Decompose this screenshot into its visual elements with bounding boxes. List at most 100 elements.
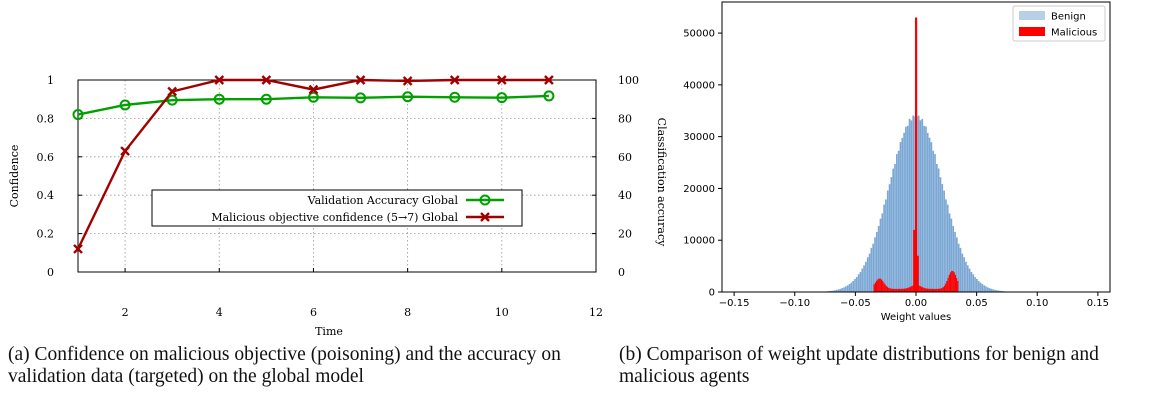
chart-b-malicious-bar-21 [899,288,901,292]
chart-b-benign-bar-63 [848,283,851,292]
chart-b-benign-bar-93 [903,132,905,292]
chart-b-malicious-bar-59 [945,283,947,292]
chart-b-xtick-label-5: 0.10 [1026,298,1048,309]
chart-b-benign-bar-75 [870,247,873,292]
chart-a-ytick-left-label-1: 0.2 [37,228,55,241]
chart-b-benign-bar-143 [994,289,996,292]
chart-b-benign-bar-65 [852,280,855,292]
chart-b-benign-bar-142 [992,289,995,292]
chart-b-malicious-bar-17 [894,288,896,292]
chart-a-legend-label-0: Validation Accuracy Global [307,194,459,207]
chart-b-benign-bar-53 [830,290,833,292]
chart-a-series-1-point-1 [120,146,130,156]
chart-a-ytick-left-label-4: 0.8 [37,112,55,125]
chart-b-legend: Benign Malicious [1012,5,1106,42]
chart-b-malicious-bar-64 [951,270,953,292]
chart-b-benign-bar-113 [939,177,942,292]
chart-b-benign-bar-141 [990,288,993,292]
chart-b-ytick-label-2: 20000 [683,184,715,195]
chart-b-malicious-bar-44 [926,288,929,292]
chart-a-legend-box [151,189,523,227]
chart-b-malicious-bar-24 [902,288,904,292]
chart-b-benign-bar-129 [968,268,971,292]
chart-b-malicious-bars [873,17,959,293]
chart-a-series-1-point-5 [308,84,319,95]
caption-a: (a) Confidence on malicious objective (p… [8,344,561,387]
chart-b-ytick-label-0: 0 [709,288,715,299]
chart-b-malicious-bar-20 [897,288,900,292]
chart-b-malicious-bar-9 [884,284,886,292]
chart-a-series-0-point-3 [213,93,225,105]
chart-a-series-0-point-5 [307,91,319,103]
chart-b-benign-bar-60 [843,287,845,292]
chart-b-benign-bar-59 [841,288,844,292]
chart-b-malicious-bar-45 [928,288,930,292]
chart-b-benign-bar-104 [923,125,925,292]
chart-b-xlabel: Weight values [881,312,952,323]
chart-b-malicious-bar-5 [879,278,881,292]
chart-b-malicious-bar-53 [937,288,940,292]
chart-b-benign-bar-128 [966,265,969,292]
chart-a-xtick-label-3: 8 [404,306,411,319]
chart-b-benign-bar-57 [837,289,840,292]
chart-a-series-line-0 [77,94,549,116]
chart-a-series-1-point-6 [355,75,366,85]
chart-a-ytick-left-label-2: 0.4 [37,189,55,202]
chart-a-ytick-right-label-4: 80 [618,112,632,125]
chart-b-benign-bar-111 [936,163,938,292]
chart-b-benign-bar-135 [979,282,982,292]
chart-b-benign-bar-109 [932,150,935,292]
chart-b-benign-bar-62 [846,285,849,292]
chart-b-benign-bar-72 [865,261,867,292]
chart-b-benign-bar-138 [985,286,987,292]
chart-b-benign-bar-73 [866,257,869,292]
chart-b-benign-bar-145 [997,290,1000,292]
chart-b-benign-bar-86 [890,177,893,292]
chart-a-series-0-point-1 [119,99,131,111]
chart-b-malicious-bar-48 [931,288,933,292]
chart-b-benign-bar-64 [850,282,853,292]
chart-b-benign-bar-58 [839,288,842,292]
chart-a-legend-marker-1 [480,212,490,222]
chart-a-xtick-label-2: 6 [310,306,317,319]
chart-a-ytick-left-label-5: 1 [47,74,54,87]
chart-b-benign-bar-140 [988,288,991,292]
chart-b-xtick-label-2: −0.05 [840,298,871,309]
chart-b-benign-bar-83 [885,199,887,292]
chart-b-malicious-bar-54 [939,288,941,292]
chart-b-benign-bar-97 [910,120,913,293]
chart-b-benign-bar-92 [901,137,904,292]
chart-b-benign-bar-115 [943,190,945,292]
chart-b-malicious-bar-0 [873,284,875,292]
chart-b-benign-bar-121 [954,231,956,292]
chart-b-malicious-bar-39 [920,286,923,292]
chart-a-series-1-point-2 [167,86,178,97]
chart-b-malicious-bar-26 [905,288,907,292]
chart-a-series-0-point-6 [355,92,367,104]
chart-b-malicious-bar-51 [935,288,937,292]
chart-b-benign-bar-95 [906,125,909,292]
chart-b-benign-bar-74 [868,253,871,292]
chart-b-benign-bar-67 [855,277,858,292]
chart-b-benign-bar-69 [859,271,862,292]
chart-b-benign-bar-66 [854,278,856,292]
chart-b-malicious-bar-31 [911,286,913,292]
chart-b-benign-bar-85 [888,184,891,292]
chart-b-malicious-bar-41 [923,287,925,292]
chart-b-malicious-bar-46 [929,288,931,292]
chart-b-malicious-bar-19 [896,288,898,292]
chart-b-benign-bar-70 [861,268,864,292]
chart-b-benign-bar-106 [926,132,929,292]
chart-b-benign-bar-126 [963,257,965,292]
chart-a-series-0-point-2 [166,94,178,106]
chart-b-legend-label-0: Benign [1051,12,1086,23]
chart-a-series-0-point-8 [449,91,461,103]
chart-b-benign-bar-90 [897,150,900,292]
chart-b-malicious-bar-11 [886,287,889,292]
chart-b-benign-bar-98 [912,115,915,292]
chart-b-malicious-bar-42 [924,288,926,292]
chart-b-benign-bar-56 [835,289,838,292]
chart-b-malicious-bar-6 [880,279,883,292]
chart-a-series-1-point-0 [73,244,83,254]
